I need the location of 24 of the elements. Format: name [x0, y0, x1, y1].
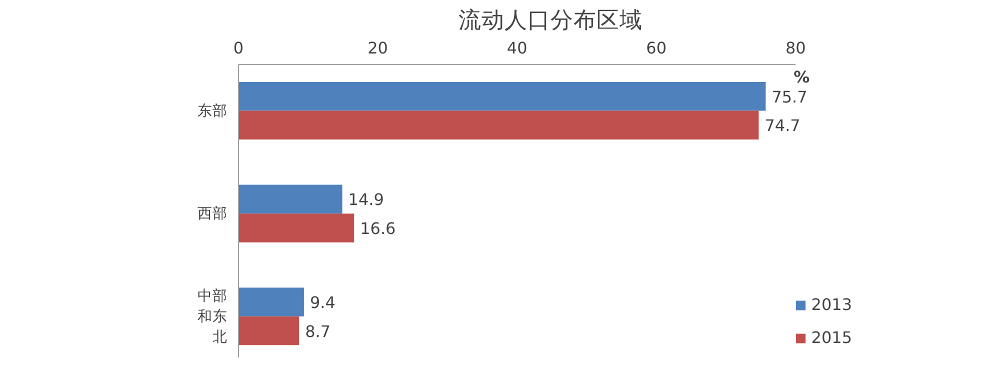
data-label: 9.4 [310, 292, 336, 312]
bar [238, 82, 766, 111]
x-tick-label: 60 [646, 38, 667, 58]
y-tick-label: 东部 [198, 102, 228, 120]
bar [238, 214, 354, 242]
y-tick-label: 西部 [198, 205, 228, 222]
x-tick-label: 0 [233, 38, 244, 58]
data-label: 16.6 [360, 218, 396, 238]
bar [238, 110, 759, 140]
x-axis-title: % [794, 68, 810, 86]
x-tick-label: 80 [785, 38, 806, 58]
data-label: 74.7 [764, 116, 800, 136]
chart-title: 流动人口分布区域 [458, 8, 642, 34]
bar [238, 288, 304, 316]
y-tick-label: 中部和东北 [198, 287, 228, 346]
x-tick-label: 40 [506, 38, 528, 58]
legend-label: 2013 [811, 295, 852, 314]
legend-label: 2015 [811, 328, 852, 347]
bar [238, 184, 342, 214]
bar [238, 316, 300, 346]
data-label: 75.7 [772, 87, 808, 106]
x-tick-label: 20 [368, 38, 388, 58]
data-label: 14.9 [348, 190, 384, 210]
data-label: 8.7 [305, 322, 331, 341]
